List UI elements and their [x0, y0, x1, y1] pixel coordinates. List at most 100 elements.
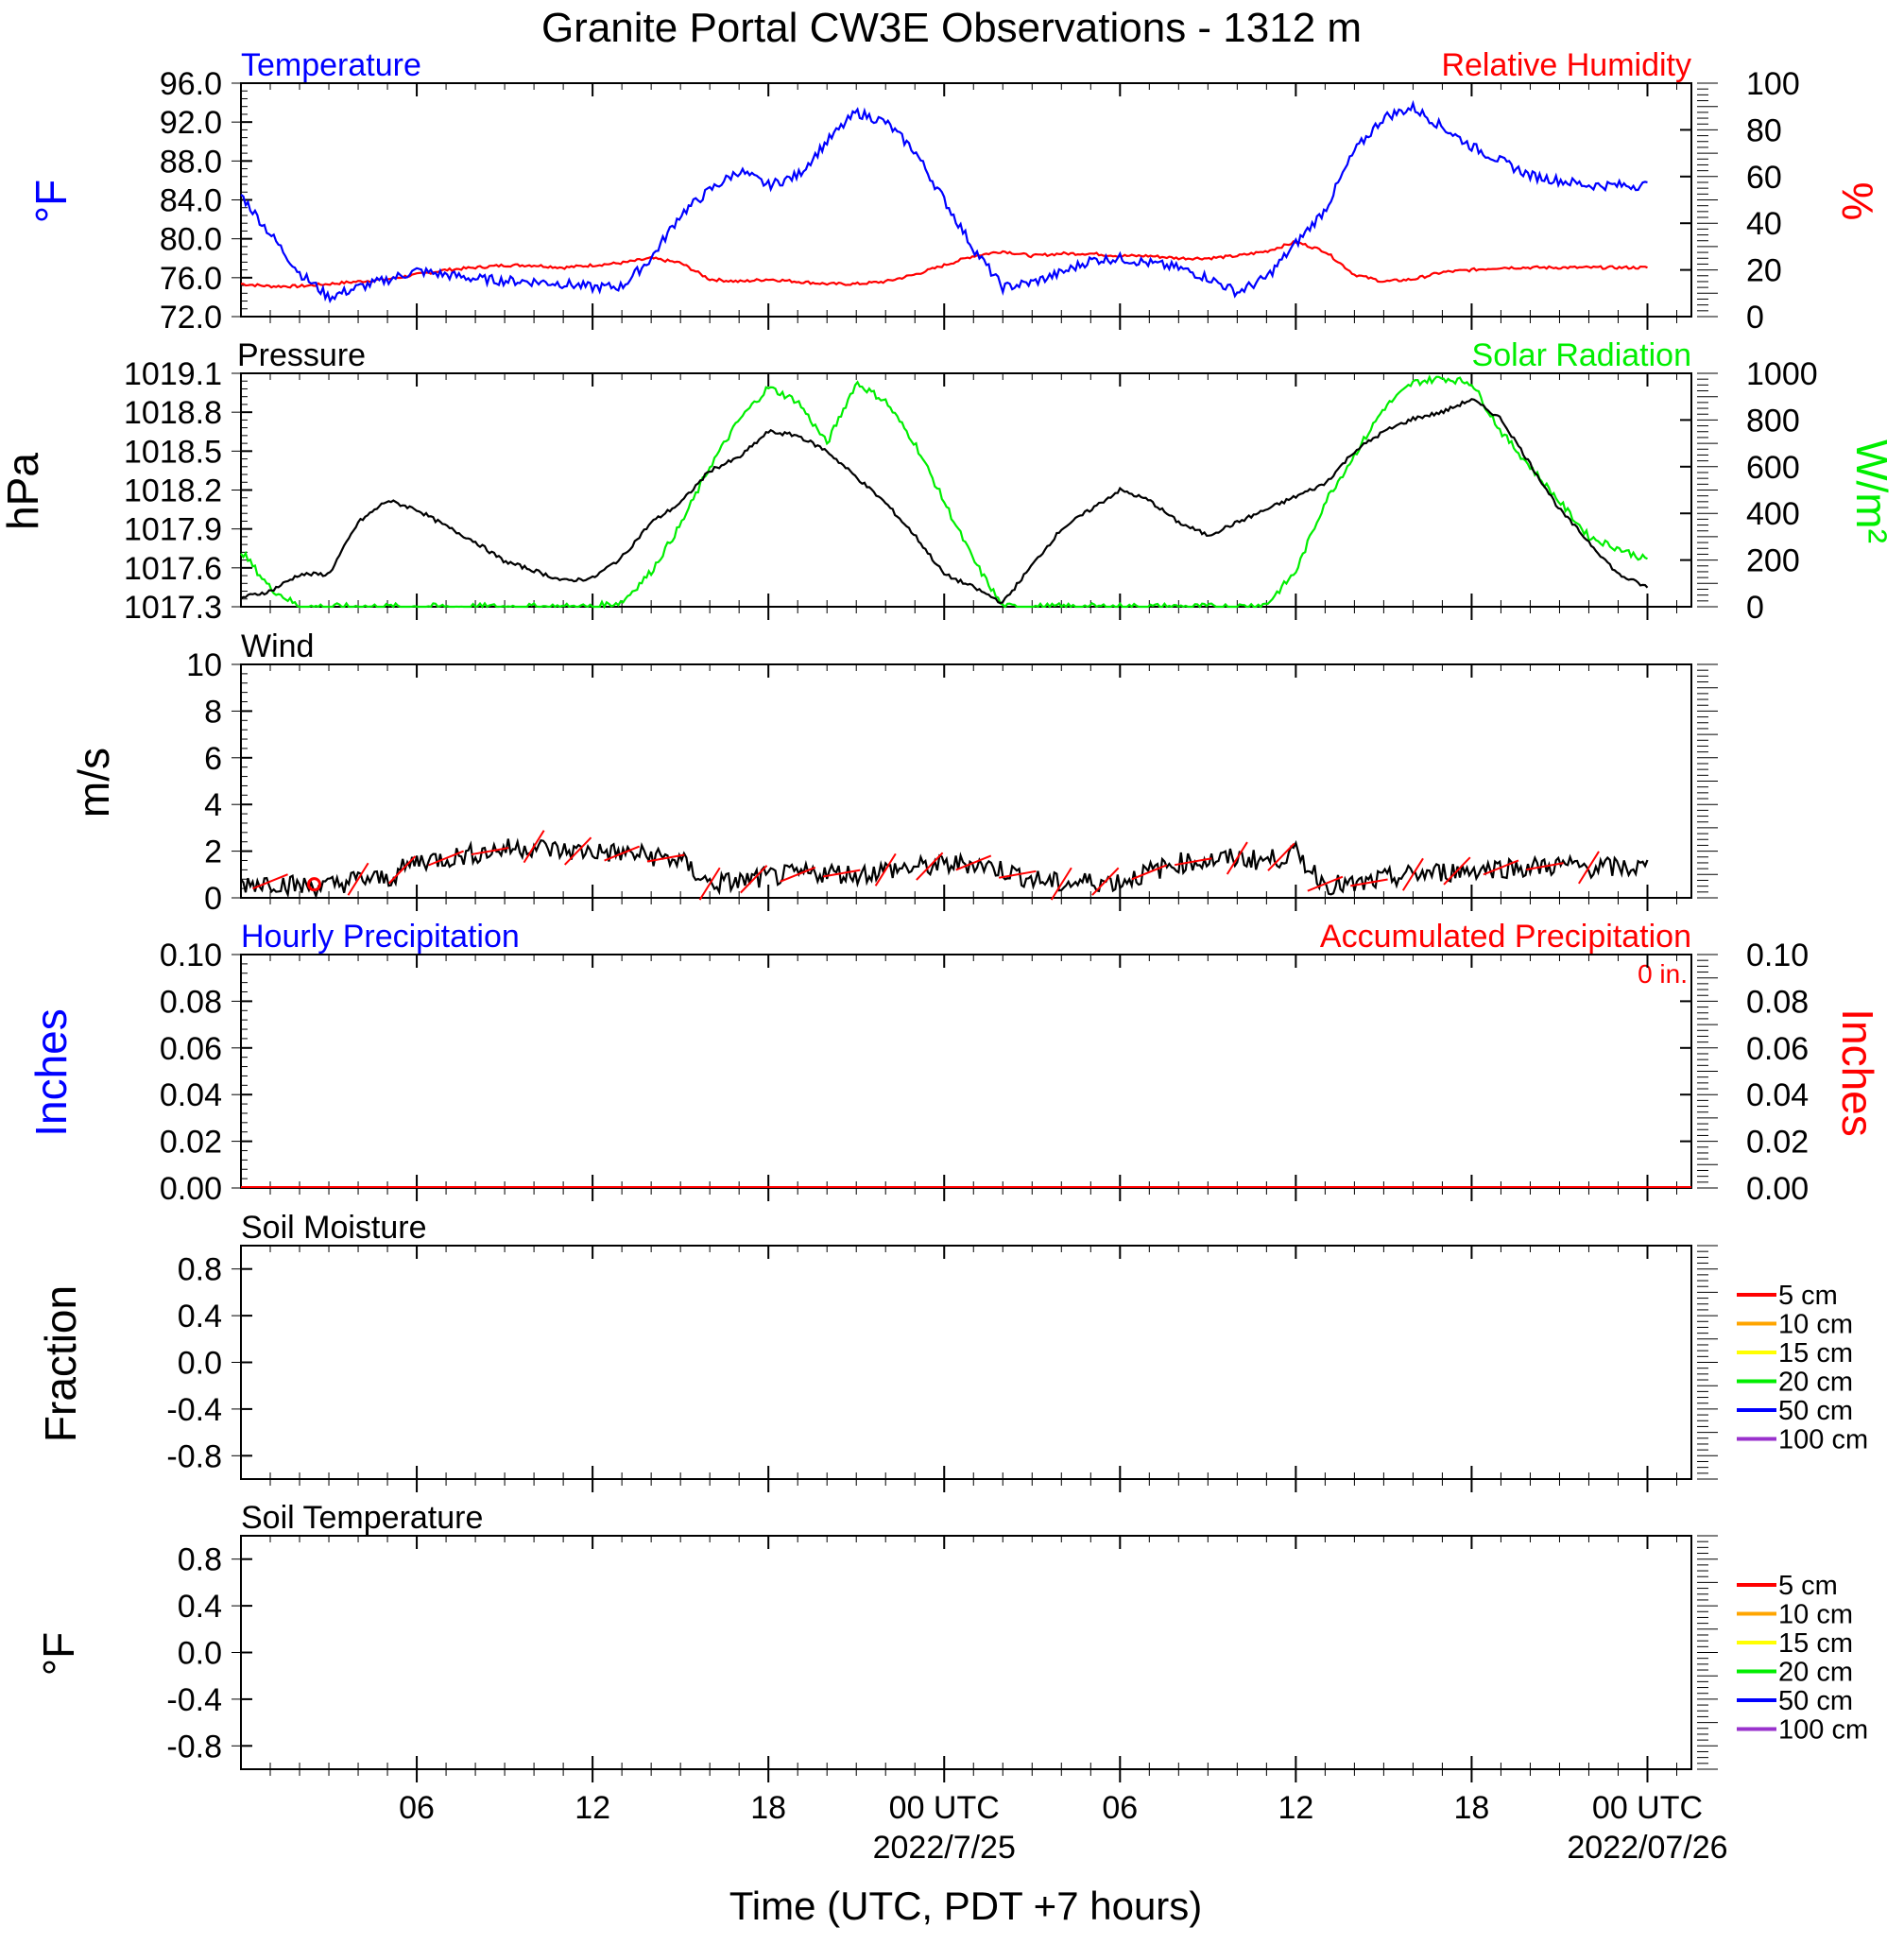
wind-barb — [1401, 857, 1424, 891]
y-tick-label-right: 0.08 — [1746, 984, 1809, 1020]
wind-barb — [780, 866, 816, 883]
x-tick-label: 18 — [750, 1790, 786, 1826]
y-tick-label-right: 600 — [1746, 450, 1800, 486]
wind-barb — [1050, 867, 1072, 901]
x-tick-label: 12 — [1278, 1790, 1313, 1826]
wind-barb — [387, 855, 417, 885]
legend-label: 10 cm — [1778, 1310, 1853, 1340]
y-axis-label-left: hPa — [0, 453, 47, 530]
y-tick-label-left: 76.0 — [160, 261, 222, 297]
y-tick-label-left: 96.0 — [160, 66, 222, 102]
y-tick-label-left: 0.0 — [178, 1636, 222, 1672]
x-axis-labels: 06 12 18 00 UTC 06 12 18 00 UTC 2022/7/25 2022/07… — [399, 1790, 1727, 1866]
y-tick-label-left: 1017.9 — [124, 512, 222, 548]
x-tick-label: 12 — [575, 1790, 610, 1826]
y-tick-label-left: 88.0 — [160, 144, 222, 180]
y-tick-label-left: 80.0 — [160, 222, 222, 258]
y-tick-label-left: 2 — [204, 835, 222, 870]
y-tick-label-right: 0.04 — [1746, 1077, 1809, 1113]
y-tick-label-left: 6 — [204, 741, 222, 777]
y-tick-label-right: 0 — [1746, 300, 1764, 336]
y-tick-label-left: 1018.5 — [124, 434, 222, 470]
y-tick-label-left: 0.02 — [160, 1125, 222, 1161]
wind-barb — [1267, 842, 1295, 871]
y-tick-label-left: 0.00 — [160, 1171, 222, 1207]
wind-barb — [916, 852, 944, 881]
wind-barb — [740, 865, 768, 894]
legend-label: 10 cm — [1778, 1600, 1853, 1630]
y-tick-label-right: 400 — [1746, 496, 1800, 532]
panel-title-left: Soil Temperature — [241, 1500, 483, 1536]
panel-soil-moisture: Soil Moisture 0.8 0.4 0.0 -0.4 -0.8 Fraction 5 … — [36, 1210, 1868, 1492]
y-tick-label-left: 1017.6 — [124, 551, 222, 587]
y-tick-label-left: 0.8 — [178, 1252, 222, 1288]
wind-barb — [1443, 856, 1471, 886]
panel-title-right: Solar Radiation — [1472, 337, 1691, 373]
y-tick-label-left: 0.4 — [178, 1299, 222, 1334]
y-axis-label-right: Inches — [1833, 1008, 1882, 1137]
y-tick-label-left: -0.4 — [166, 1682, 222, 1718]
x-tick-label: 06 — [399, 1790, 435, 1826]
y-tick-label-left: 0 — [204, 881, 222, 917]
y-tick-label-left: 0.8 — [178, 1542, 222, 1578]
wind-barb — [1307, 875, 1344, 892]
y-axis-label-right: % — [1833, 182, 1882, 221]
figure-title: Granite Portal CW3E Observations - 1312 … — [541, 5, 1362, 51]
x-tick-label: 06 — [1102, 1790, 1138, 1826]
legend-label: 50 cm — [1778, 1396, 1853, 1426]
panels-group: Temperature Relative Humidity 96.092.088.0… — [0, 47, 1896, 1866]
legend-label: 15 cm — [1778, 1628, 1853, 1659]
series-line-solar — [240, 374, 1648, 610]
legend-label: 20 cm — [1778, 1368, 1853, 1398]
x-tick-label: 00 UTC — [889, 1790, 1000, 1826]
x-tick-label: 00 UTC — [1592, 1790, 1703, 1826]
y-tick-label-right: 0.06 — [1746, 1031, 1809, 1067]
wind-barb — [604, 845, 641, 862]
panel-pressure-solar: Pressure Solar Radiation1019.11018.81018.… — [0, 337, 1896, 626]
y-tick-label-left: 92.0 — [160, 105, 222, 141]
x-axis-label: Time (UTC, PDT +7 hours) — [729, 1884, 1203, 1928]
accumulated-total-annotation: 0 in. — [1638, 959, 1688, 989]
y-tick-label-right: 0.10 — [1746, 938, 1809, 973]
panel-title-left: Temperature — [241, 47, 421, 83]
y-tick-label-right: 1000 — [1746, 356, 1818, 392]
plot-frame — [240, 82, 1692, 318]
y-tick-label-right: 60 — [1746, 160, 1782, 196]
y-tick-label-right: 0.00 — [1746, 1171, 1809, 1207]
y-tick-label-right: 100 — [1746, 66, 1800, 102]
wind-barb — [347, 862, 369, 896]
y-tick-label-right: 80 — [1746, 112, 1782, 148]
y-axis-label-right: W/m² — [1847, 439, 1896, 543]
wind-barb — [874, 852, 897, 886]
y-axis-label-left: m/s — [69, 748, 118, 818]
wind-barb — [1226, 841, 1248, 875]
wind-barb — [698, 867, 721, 901]
y-tick-label-left: 0.0 — [178, 1346, 222, 1382]
y-axis-label-left: °F — [34, 1632, 83, 1677]
y-tick-label-left: -0.4 — [166, 1392, 222, 1428]
series-line-humidity — [241, 240, 1648, 289]
x-date-label: 2022/07/26 — [1567, 1830, 1727, 1866]
legend-label: 100 cm — [1778, 1715, 1868, 1746]
y-tick-label-left: 84.0 — [160, 183, 222, 219]
y-tick-label-left: -0.8 — [166, 1729, 222, 1764]
y-tick-label-right: 800 — [1746, 403, 1800, 439]
plot-frame — [240, 372, 1692, 608]
panel-title-right: Accumulated Precipitation — [1320, 919, 1691, 955]
y-tick-label-left: 0.04 — [160, 1077, 222, 1113]
y-tick-label-left: 1017.3 — [124, 590, 222, 626]
series-line-temperature — [240, 99, 1648, 304]
series-line-pressure — [240, 398, 1649, 605]
x-date-label: 2022/7/25 — [873, 1830, 1016, 1866]
y-tick-label-left: -0.8 — [166, 1438, 222, 1474]
wind-barb — [1350, 878, 1388, 887]
y-tick-label-left: 0.06 — [160, 1031, 222, 1067]
wind-barb — [1174, 857, 1212, 867]
legend-label: 100 cm — [1778, 1425, 1868, 1455]
y-tick-label-left: 1018.8 — [124, 395, 222, 431]
wind-barb — [955, 854, 992, 871]
legend-label: 15 cm — [1778, 1338, 1853, 1368]
wind-barb — [471, 847, 509, 856]
